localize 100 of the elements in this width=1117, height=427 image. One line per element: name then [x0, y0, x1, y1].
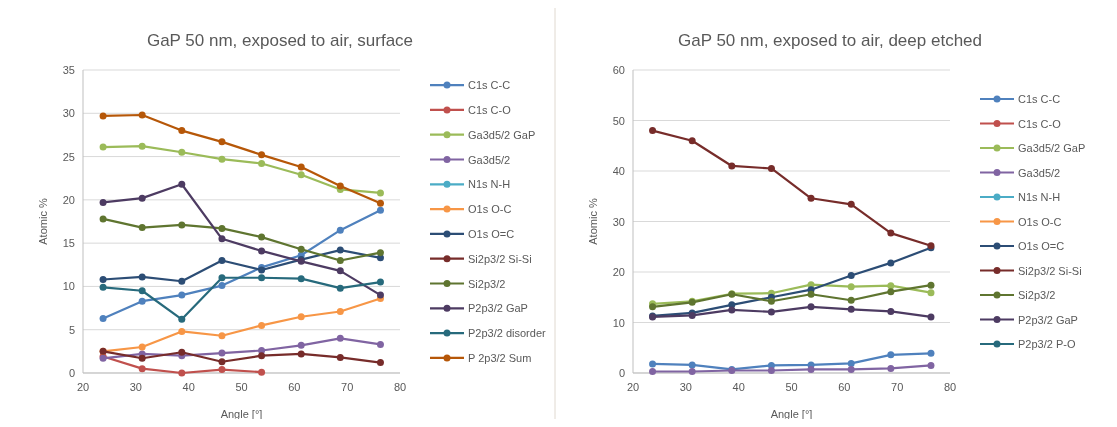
point: [807, 194, 815, 202]
point: [847, 283, 855, 291]
legend-label: N1s N-H: [1018, 191, 1061, 203]
legend-label: O1s O-C: [468, 203, 512, 216]
point: [138, 194, 146, 202]
point: [138, 142, 146, 150]
point: [649, 360, 657, 368]
point: [178, 277, 186, 285]
legend-label: C1s C-O: [468, 103, 512, 116]
point: [767, 366, 775, 374]
point: [297, 275, 305, 283]
legend-label: Si2p3/2: [468, 277, 506, 290]
legend-label: Ga3d5/2: [1018, 166, 1061, 179]
legend-label: P2p3/2 P-O: [1018, 338, 1076, 350]
x-tick-label: 20: [626, 381, 640, 393]
y-tick-label: 5: [68, 323, 75, 336]
legend-label: Ga3d5/2 GaP: [468, 128, 536, 141]
point: [178, 315, 186, 323]
point: [297, 341, 305, 349]
point: [847, 200, 855, 208]
point: [258, 274, 266, 282]
point: [178, 180, 186, 188]
point: [178, 327, 186, 335]
point: [138, 224, 146, 232]
point: [807, 365, 815, 373]
x-tick-label: 40: [182, 381, 195, 393]
point: [336, 246, 344, 254]
point: [728, 306, 736, 314]
y-tick-label: 20: [612, 266, 625, 278]
x-tick-label: 80: [943, 381, 957, 393]
point: [887, 351, 895, 359]
point: [178, 291, 186, 299]
point: [218, 358, 226, 366]
point: [178, 127, 186, 135]
y-tick-label: 10: [612, 316, 625, 329]
point: [649, 127, 657, 135]
point: [887, 364, 895, 372]
point: [887, 307, 895, 315]
point: [99, 283, 107, 291]
point: [138, 287, 146, 295]
point: [336, 308, 344, 316]
x-tick-label: 50: [785, 381, 798, 393]
y-axis-title: Atomic %: [587, 198, 599, 245]
legend-label: P2p3/2 GaP: [468, 302, 528, 315]
point: [376, 189, 384, 197]
legend-label: O1s O=C: [468, 227, 515, 240]
point: [688, 367, 696, 375]
point: [807, 303, 815, 311]
legend-label: Ga3d5/2 GaP: [1018, 142, 1086, 154]
point: [297, 245, 305, 253]
point: [847, 365, 855, 373]
x-tick-label: 60: [288, 381, 301, 393]
legend-label: Si2p3/2 Si-Si: [1018, 264, 1082, 277]
point: [376, 359, 384, 367]
point: [258, 352, 266, 360]
x-tick-label: 70: [341, 381, 354, 393]
y-tick-label: 25: [62, 150, 75, 163]
x-tick-label: 30: [129, 381, 142, 393]
point: [99, 112, 107, 120]
point: [376, 278, 384, 286]
point: [258, 233, 266, 241]
point: [767, 297, 775, 305]
legend-label: Si2p3/2 Si-Si: [468, 252, 532, 265]
x-tick-label: 20: [76, 381, 90, 393]
point: [927, 349, 935, 357]
x-tick-label: 70: [891, 381, 904, 393]
point: [218, 235, 226, 243]
point: [336, 267, 344, 275]
point: [218, 366, 226, 374]
y-tick-label: 15: [62, 237, 75, 250]
y-tick-label: 30: [62, 107, 75, 120]
point: [218, 138, 226, 146]
x-tick-label: 40: [732, 381, 745, 393]
point: [99, 215, 107, 223]
point: [927, 313, 935, 321]
legend-label: C1s C-C: [1018, 93, 1061, 105]
point: [649, 367, 657, 375]
point: [218, 282, 226, 290]
point: [376, 291, 384, 299]
point: [376, 199, 384, 207]
point: [218, 155, 226, 163]
point: [218, 224, 226, 232]
point: [138, 273, 146, 281]
point: [376, 340, 384, 348]
point: [218, 274, 226, 282]
chart-title: GaP 50 nm, exposed to air, deep etched: [677, 31, 983, 50]
point: [767, 164, 775, 172]
legend-label: Ga3d5/2: [468, 153, 511, 166]
point: [138, 354, 146, 362]
point: [218, 256, 226, 264]
y-axis-title: Atomic %: [37, 198, 49, 245]
y-tick-label: 0: [618, 367, 625, 379]
legend-label: O1s O=C: [1018, 240, 1065, 252]
point: [138, 111, 146, 119]
point: [927, 289, 935, 297]
y-tick-label: 10: [62, 280, 75, 293]
point: [258, 247, 266, 255]
point: [99, 198, 107, 206]
x-tick-label: 50: [235, 381, 248, 393]
point: [297, 350, 305, 358]
